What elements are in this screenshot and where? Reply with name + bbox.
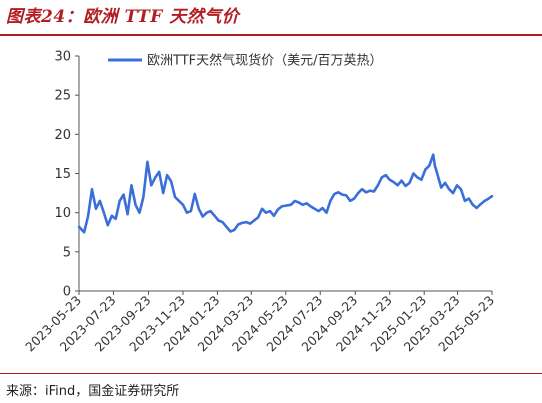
series-line-0 bbox=[77, 153, 494, 234]
legend-label: 欧洲TTF天然气现货价（美元/百万英热） bbox=[147, 53, 383, 69]
y-tick-label: 30 bbox=[54, 50, 71, 65]
series-layer bbox=[77, 153, 494, 234]
title-divider bbox=[0, 34, 542, 36]
legend: 欧洲TTF天然气现货价（美元/百万英热） bbox=[108, 53, 383, 69]
x-axis: 2023-05-232023-07-232023-09-232023-11-23… bbox=[22, 290, 497, 354]
y-tick-label: 0 bbox=[63, 285, 71, 300]
y-tick-label: 10 bbox=[54, 206, 71, 221]
ttf-price-chart: 0 5 10 15 20 25 30 2023-05-232023-07-232023-09… bbox=[22, 50, 497, 355]
footer-divider bbox=[0, 373, 542, 374]
y-tick-label: 20 bbox=[54, 128, 71, 143]
source-note: 来源：iFind，国金证券研究所 bbox=[6, 384, 180, 399]
y-tick-label: 15 bbox=[54, 167, 71, 182]
y-tick-label: 5 bbox=[63, 245, 71, 260]
y-axis: 0 5 10 15 20 25 30 bbox=[54, 50, 80, 300]
chart-title: 图表24：欧洲 TTF 天然气价 bbox=[6, 7, 240, 27]
y-tick-label: 25 bbox=[54, 89, 71, 104]
